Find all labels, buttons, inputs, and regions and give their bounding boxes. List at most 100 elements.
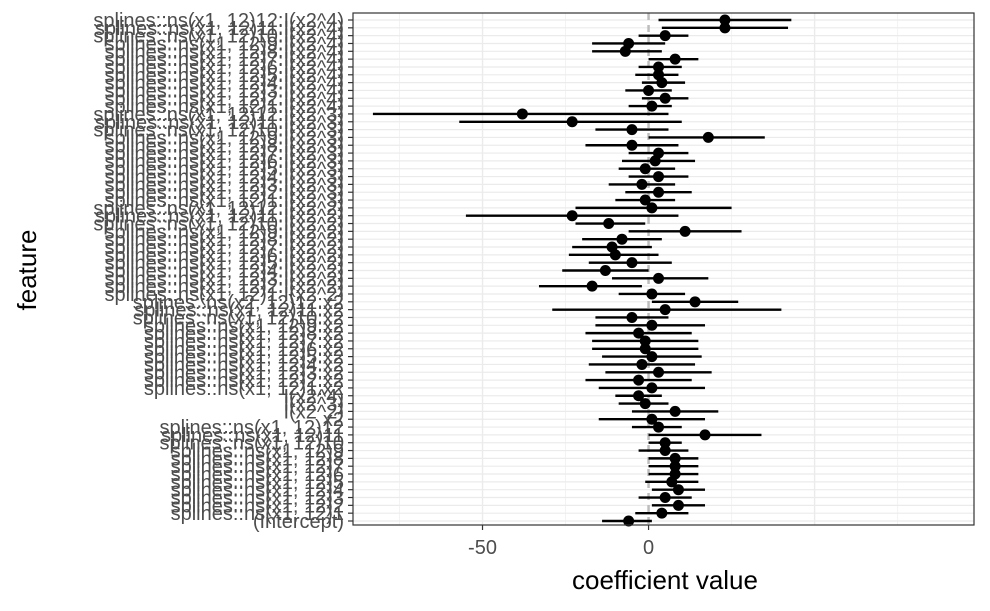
y-tick-label: splines::ns(x1, 12)3:x2 xyxy=(144,362,344,384)
y-tick-label: splines::ns(x1, 12)3:I(x2^4) xyxy=(105,80,344,102)
y-tick-label: splines::ns(x1, 12)4:I(x2^3) xyxy=(105,167,344,189)
y-tick-label: splines::ns(x1, 12)10:I(x2^3) xyxy=(93,120,344,142)
y-tick-label: splines::ns(x1, 12)12:I(x2^3) xyxy=(93,104,344,126)
coefficient-point xyxy=(646,351,658,363)
y-tick-label: x2 xyxy=(323,409,344,431)
y-tick-label: splines::ns(x1, 12)9:I(x2^4) xyxy=(105,33,344,55)
y-tick-label: splines::ns(x1, 12)8:I(x2^3) xyxy=(105,135,344,157)
coefficient-point xyxy=(646,288,658,300)
coefficient-point xyxy=(669,460,681,472)
coefficient-point xyxy=(633,390,645,402)
y-tick-label: splines::ns(x1, 12)12 xyxy=(159,417,344,439)
coefficient-point xyxy=(656,507,668,519)
coefficient-point xyxy=(672,484,684,496)
y-tick-label: splines::ns(x1, 12)1:I(x2^2) xyxy=(105,284,344,306)
y-tick-label: splines::ns(x1, 12)5:I(x2^2) xyxy=(105,253,344,275)
coefficient-point xyxy=(653,61,665,73)
y-tick-label: splines::ns(x1, 12)1:I(x2^3) xyxy=(105,190,344,212)
y-tick-label: splines::ns(x1, 12)11:I(x2^2) xyxy=(95,206,344,228)
y-tick-label: splines::ns(x1, 12)11 xyxy=(161,425,344,447)
y-tick-label: splines::ns(x1, 12)10:I(x2^4) xyxy=(93,26,344,48)
y-tick-label: splines::ns(x1, 12)5 xyxy=(171,472,344,494)
coefficient-point xyxy=(659,30,671,42)
y-tick-label: splines::ns(x1, 12)2:x2 xyxy=(144,370,344,392)
coefficient-point xyxy=(719,22,731,34)
coefficient-point xyxy=(659,445,671,457)
y-tick-label: splines::ns(x1, 12)11:I(x2^4) xyxy=(95,18,344,40)
y-tick-label: splines::ns(x1, 12)8:I(x2^2) xyxy=(105,229,344,251)
coefficient-point xyxy=(643,84,655,96)
coefficient-point xyxy=(603,218,615,230)
y-tick-label: I(x2^2) xyxy=(283,401,344,423)
coefficient-point xyxy=(719,14,731,26)
coefficient-point xyxy=(633,327,645,339)
coefficient-point xyxy=(646,100,658,112)
y-tick-label: splines::ns(x1, 12)4 xyxy=(171,480,344,502)
y-tick-label: splines::ns(x1, 12)6:I(x2^4) xyxy=(105,57,344,79)
coefficient-point xyxy=(566,116,578,128)
coefficient-point xyxy=(636,178,648,190)
coefficient-point xyxy=(702,131,714,143)
coefficient-point xyxy=(679,225,691,237)
coefficient-point xyxy=(616,233,628,245)
y-tick-label: splines::ns(x1, 12)7:I(x2^3) xyxy=(105,143,344,165)
coefficient-point xyxy=(656,77,668,89)
coefficient-point xyxy=(623,515,635,527)
coefficient-point xyxy=(672,499,684,511)
y-tick-label: splines::ns(x1, 12)6:I(x2^2) xyxy=(105,245,344,267)
coefficient-point xyxy=(639,194,651,206)
y-tick-label: splines::ns(x1, 12)5:I(x2^4) xyxy=(105,65,344,87)
coefficient-point xyxy=(659,304,671,316)
coefficient-point xyxy=(659,492,671,504)
coefficient-point xyxy=(669,53,681,65)
coefficient-point xyxy=(633,374,645,386)
coefficient-point xyxy=(646,202,658,214)
x-axis-title: coefficient value xyxy=(572,565,758,595)
coefficient-point xyxy=(646,382,658,394)
y-tick-label: I(x2^4) xyxy=(283,386,344,408)
panel-border xyxy=(352,12,975,526)
y-tick-label: splines::ns(x1, 12)3:I(x2^3) xyxy=(105,174,344,196)
y-tick-label: splines::ns(x1, 12)4:I(x2^2) xyxy=(105,261,344,283)
coefficient-point xyxy=(626,257,638,269)
coefficient-point xyxy=(669,405,681,417)
coefficient-point xyxy=(659,92,671,104)
y-tick-label: splines::ns(x1, 12)2:I(x2^2) xyxy=(105,276,344,298)
y-tick-label: splines::ns(x1, 12)6 xyxy=(171,464,344,486)
y-tick-label: splines::ns(x1, 12)6:x2 xyxy=(144,339,344,361)
x-tick-label: -50 xyxy=(468,537,497,559)
y-tick-label: I(x2^3) xyxy=(283,394,344,416)
y-tick-label: splines::ns(x1, 12)1:I(x2^4) xyxy=(105,96,344,118)
coefficient-point xyxy=(669,452,681,464)
coefficient-point xyxy=(626,124,638,136)
y-tick-label: splines::ns(x1, 12)9 xyxy=(171,441,344,463)
y-tick-label: splines::ns(x1, 12)4:I(x2^4) xyxy=(105,73,344,95)
coefficient-point xyxy=(626,139,638,151)
y-tick-label: splines::ns(x1, 12)7:I(x2^2) xyxy=(105,237,344,259)
y-axis-tick-labels: splines::ns(x1, 12)12:I(x2^4)splines::ns… xyxy=(93,10,353,533)
coefficient-point xyxy=(653,186,665,198)
y-tick-label: splines::ns(x1, 12)10:I(x2^2) xyxy=(93,214,344,236)
y-tick-label: splines::ns(x1, 12)2:I(x2^3) xyxy=(105,182,344,204)
coefficient-point xyxy=(653,421,665,433)
y-tick-label: splines::ns(x1, 12)8 xyxy=(171,448,344,470)
y-tick-label: (Intercept) xyxy=(253,511,344,533)
y-tick-label: splines::ns(x1, 12)4:x2 xyxy=(144,354,344,376)
y-tick-label: splines::ns(x1, 12)2 xyxy=(171,495,344,517)
y-tick-label: splines::ns(x1, 12)7 xyxy=(171,456,344,478)
y-axis-title: feature xyxy=(12,230,42,311)
y-tick-label: splines::ns(x1, 12)10 xyxy=(159,433,344,455)
y-tick-label: splines::ns(x2, 12)12:x2 xyxy=(133,292,344,314)
coefficient-point xyxy=(653,171,665,183)
y-tick-label: splines::ns(x1, 12)8:I(x2^4) xyxy=(105,41,344,63)
y-tick-label: splines::ns(x1, 12)11:x2 xyxy=(134,300,344,322)
coefficient-point xyxy=(599,265,611,276)
y-tick-label: splines::ns(x1, 12)5:I(x2^3) xyxy=(105,159,344,181)
y-tick-label: splines::ns(x1, 12)3:I(x2^2) xyxy=(105,268,344,290)
y-tick-label: splines::ns(x1, 12)1 xyxy=(171,503,344,525)
y-tick-label: splines::ns(x1, 12)3 xyxy=(171,488,344,510)
coefficient-point xyxy=(639,343,651,355)
y-tick-label: splines::ns(x1, 12)9:I(x2^3) xyxy=(105,127,344,149)
coefficient-point xyxy=(649,155,661,167)
y-tick-label: splines::ns(x1, 12)5:x2 xyxy=(144,347,344,369)
